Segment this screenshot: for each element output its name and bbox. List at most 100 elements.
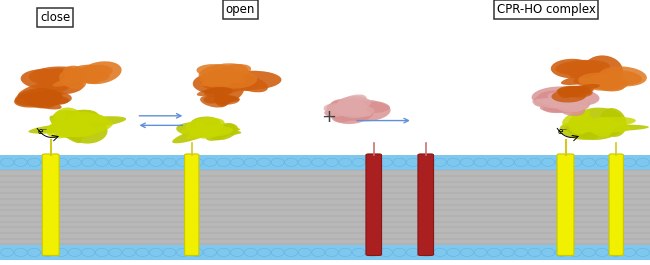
Ellipse shape [52, 110, 91, 132]
Ellipse shape [216, 94, 231, 107]
Ellipse shape [532, 99, 571, 109]
Ellipse shape [190, 248, 203, 257]
Ellipse shape [257, 248, 270, 257]
Ellipse shape [577, 125, 649, 131]
Text: open: open [226, 3, 255, 16]
Ellipse shape [213, 72, 238, 83]
Ellipse shape [328, 103, 350, 117]
FancyBboxPatch shape [557, 154, 574, 255]
Ellipse shape [636, 158, 649, 166]
Ellipse shape [573, 73, 612, 85]
Ellipse shape [586, 74, 625, 90]
FancyBboxPatch shape [418, 154, 434, 255]
Ellipse shape [200, 77, 244, 86]
Ellipse shape [150, 248, 162, 257]
Ellipse shape [298, 158, 311, 166]
Ellipse shape [200, 95, 227, 108]
Ellipse shape [541, 98, 571, 107]
Ellipse shape [203, 248, 216, 257]
Ellipse shape [217, 248, 230, 257]
Ellipse shape [190, 117, 221, 130]
Ellipse shape [406, 248, 419, 257]
Ellipse shape [211, 70, 257, 89]
Ellipse shape [566, 62, 605, 79]
Ellipse shape [197, 87, 226, 96]
Ellipse shape [205, 123, 235, 141]
Ellipse shape [578, 78, 610, 89]
Ellipse shape [602, 70, 642, 85]
Ellipse shape [434, 158, 447, 166]
Ellipse shape [447, 158, 460, 166]
Ellipse shape [434, 248, 447, 257]
Ellipse shape [163, 158, 176, 166]
Ellipse shape [345, 102, 391, 121]
Ellipse shape [577, 122, 631, 132]
Ellipse shape [540, 102, 580, 112]
Ellipse shape [380, 158, 393, 166]
Ellipse shape [331, 102, 361, 123]
Ellipse shape [96, 248, 109, 257]
Ellipse shape [623, 248, 636, 257]
Ellipse shape [556, 101, 585, 116]
Ellipse shape [21, 69, 73, 90]
Ellipse shape [609, 248, 622, 257]
Ellipse shape [582, 248, 595, 257]
Ellipse shape [15, 88, 55, 106]
Ellipse shape [203, 158, 216, 166]
Ellipse shape [244, 248, 257, 257]
Ellipse shape [218, 64, 251, 77]
Ellipse shape [560, 122, 601, 140]
Ellipse shape [566, 120, 603, 136]
Ellipse shape [568, 118, 592, 133]
Ellipse shape [192, 128, 241, 135]
Ellipse shape [596, 158, 608, 166]
Ellipse shape [136, 158, 149, 166]
Ellipse shape [96, 158, 109, 166]
Ellipse shape [231, 248, 244, 257]
Ellipse shape [555, 158, 568, 166]
Ellipse shape [562, 109, 590, 126]
Ellipse shape [582, 158, 595, 166]
Ellipse shape [52, 116, 126, 130]
Ellipse shape [220, 79, 256, 91]
Ellipse shape [569, 112, 593, 135]
Ellipse shape [42, 158, 54, 166]
Ellipse shape [271, 158, 284, 166]
Ellipse shape [209, 123, 238, 140]
Ellipse shape [177, 158, 189, 166]
Ellipse shape [207, 70, 259, 90]
Ellipse shape [593, 78, 625, 91]
Ellipse shape [556, 60, 610, 75]
Ellipse shape [58, 119, 96, 139]
Ellipse shape [229, 74, 268, 92]
Ellipse shape [53, 74, 92, 87]
Ellipse shape [14, 248, 27, 257]
Ellipse shape [172, 125, 220, 143]
Ellipse shape [68, 110, 99, 122]
Ellipse shape [68, 118, 107, 144]
Ellipse shape [555, 95, 589, 113]
Ellipse shape [578, 73, 629, 91]
Ellipse shape [337, 96, 371, 109]
Ellipse shape [215, 96, 240, 102]
Ellipse shape [569, 89, 594, 94]
Ellipse shape [575, 120, 622, 140]
Ellipse shape [29, 67, 88, 86]
Ellipse shape [393, 158, 406, 166]
Ellipse shape [584, 72, 625, 89]
Ellipse shape [163, 248, 176, 257]
Ellipse shape [549, 90, 590, 106]
Ellipse shape [536, 98, 573, 106]
Ellipse shape [55, 248, 68, 257]
Ellipse shape [515, 158, 528, 166]
Ellipse shape [569, 248, 582, 257]
Ellipse shape [64, 71, 100, 84]
Ellipse shape [186, 124, 223, 139]
Ellipse shape [200, 73, 233, 88]
Ellipse shape [393, 248, 406, 257]
Text: e⁻: e⁻ [557, 127, 567, 136]
Ellipse shape [75, 111, 109, 123]
Ellipse shape [192, 127, 213, 134]
Ellipse shape [14, 92, 55, 108]
Ellipse shape [55, 119, 112, 137]
